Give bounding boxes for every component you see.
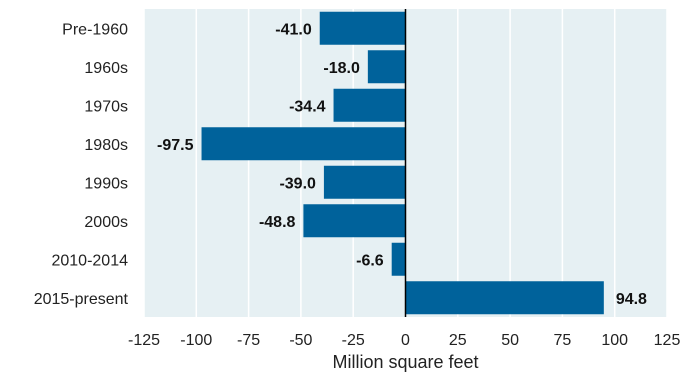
x-axis-title: Million square feet — [332, 352, 478, 372]
x-tick-label: -100 — [180, 332, 212, 349]
data-label: 94.8 — [616, 291, 647, 308]
x-tick-label: -75 — [237, 332, 260, 349]
category-labels: Pre-1960 1960s 1970s 1980s 1990s 2000s 2010-20… — [34, 21, 129, 308]
category-label: 2010-2014 — [51, 252, 128, 269]
grid-lines — [143, 9, 668, 317]
data-label: -41.0 — [275, 21, 312, 38]
data-label: -97.5 — [157, 137, 194, 154]
category-label: 1980s — [84, 137, 128, 154]
bar — [303, 204, 406, 238]
x-tick-label: 75 — [554, 332, 572, 349]
bar — [201, 127, 406, 161]
category-label: 1970s — [84, 98, 128, 115]
data-label: -18.0 — [323, 60, 360, 77]
bar — [333, 88, 406, 122]
bar — [319, 11, 406, 45]
x-tick-label: -50 — [289, 332, 312, 349]
bar — [367, 50, 406, 84]
data-labels: -41.0 -18.0 -34.4 -97.5 -39.0 -48.8 -6.6 94.8 — [157, 21, 647, 308]
x-tick-label: 125 — [654, 332, 681, 349]
x-tick-label: 50 — [501, 332, 519, 349]
data-label: -48.8 — [259, 214, 296, 231]
bar — [405, 281, 604, 315]
x-tick-label: 100 — [601, 332, 628, 349]
category-label: 2000s — [84, 214, 128, 231]
x-tick-labels: -125 -100 -75 -50 -25 0 25 50 75 100 125 — [128, 332, 680, 349]
x-tick-label: -25 — [342, 332, 365, 349]
category-label: 2015-present — [34, 291, 129, 308]
x-tick-label: 25 — [449, 332, 467, 349]
x-tick-label: -125 — [128, 332, 160, 349]
x-tick-label: 0 — [401, 332, 410, 349]
category-label: 1990s — [84, 175, 128, 192]
data-label: -34.4 — [289, 98, 326, 115]
data-label: -39.0 — [279, 175, 316, 192]
bar — [391, 242, 406, 276]
bars — [201, 11, 604, 315]
data-label: -6.6 — [356, 252, 384, 269]
category-label: Pre-1960 — [62, 21, 128, 38]
category-label: 1960s — [84, 60, 128, 77]
bar — [323, 165, 406, 199]
